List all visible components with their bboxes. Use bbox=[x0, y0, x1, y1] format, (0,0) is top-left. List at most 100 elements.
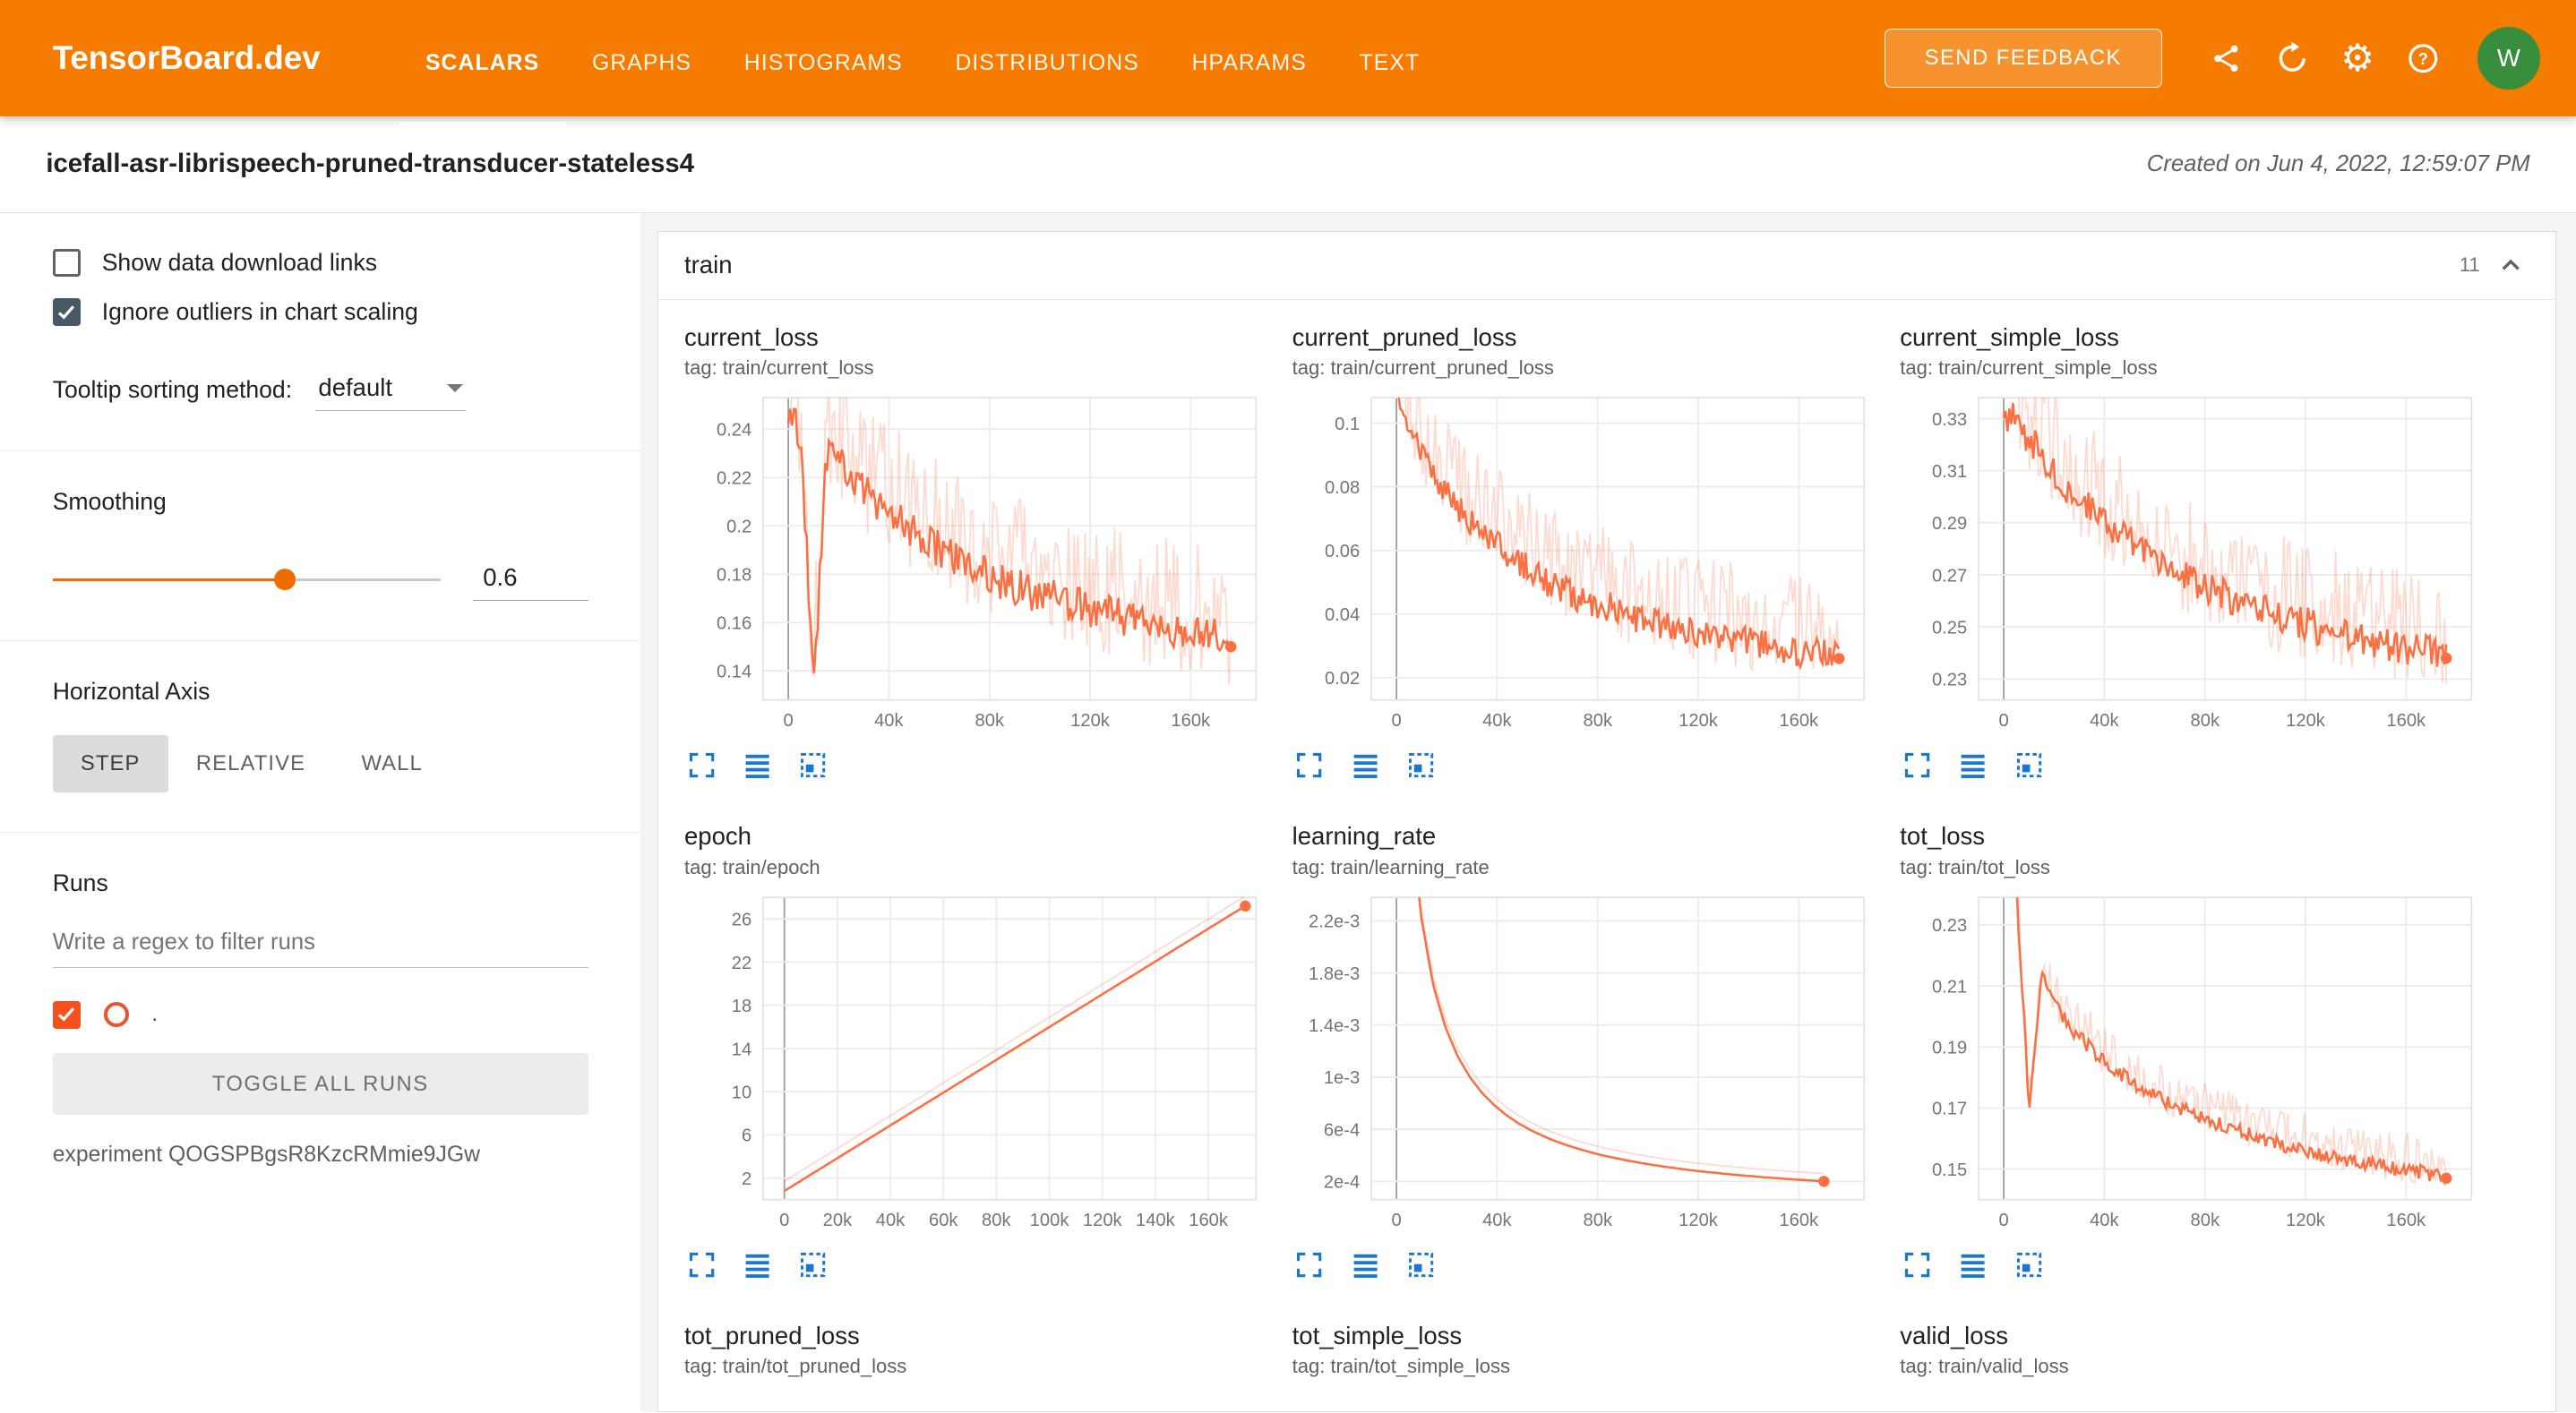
tooltip-sorting-dropdown[interactable]: default bbox=[314, 369, 467, 412]
smoothing-slider[interactable] bbox=[52, 569, 441, 591]
chart-plot[interactable]: 0 40k 80k 120k 160k 0.33 0.31 0.29 0.27 0.25 0.23 bbox=[1900, 390, 2508, 749]
smoothing-label: Smoothing bbox=[52, 487, 167, 515]
svg-text:0.24: 0.24 bbox=[717, 421, 751, 441]
svg-text:140k: 140k bbox=[1136, 1211, 1176, 1230]
checkbox-icon[interactable] bbox=[52, 297, 81, 327]
svg-text:100k: 100k bbox=[1030, 1211, 1070, 1230]
pin-chart-icon[interactable] bbox=[799, 751, 827, 779]
experiment-id: experiment QOGSPBgsR8KzcRMmie9JGw bbox=[52, 1142, 480, 1167]
svg-text:0: 0 bbox=[783, 711, 793, 731]
ignore-outliers-checkbox[interactable]: Ignore outliers in chart scaling bbox=[52, 297, 588, 327]
pin-chart-icon[interactable] bbox=[2015, 1251, 2043, 1279]
svg-text:40k: 40k bbox=[2090, 711, 2119, 731]
pin-chart-icon[interactable] bbox=[1407, 1251, 1435, 1279]
train-card-header[interactable]: train 11 bbox=[657, 232, 2556, 300]
svg-text:160k: 160k bbox=[2387, 711, 2427, 731]
chart-plot[interactable]: 0 20k 40k 60k 80k 100k 120k 140k 160k 26 22 18 14 10 6… bbox=[684, 889, 1292, 1248]
axis-wall-button[interactable]: WALL bbox=[333, 735, 451, 793]
fit-domain-icon[interactable] bbox=[743, 1251, 771, 1279]
svg-text:0.06: 0.06 bbox=[1325, 542, 1360, 561]
expand-chart-icon[interactable] bbox=[1295, 751, 1323, 779]
svg-text:0.17: 0.17 bbox=[1932, 1099, 1967, 1118]
run-checkbox[interactable] bbox=[52, 1000, 81, 1029]
runs-label: Runs bbox=[52, 869, 108, 896]
svg-text:80k: 80k bbox=[1583, 1211, 1612, 1230]
svg-text:2e-4: 2e-4 bbox=[1323, 1172, 1359, 1192]
share-icon[interactable] bbox=[2202, 34, 2251, 83]
tab-text[interactable]: TEXT bbox=[1359, 50, 1421, 75]
tab-graphs[interactable]: GRAPHS bbox=[591, 50, 692, 75]
show-download-links-checkbox[interactable]: Show data download links bbox=[52, 248, 588, 278]
run-row: . bbox=[52, 1000, 588, 1029]
expand-chart-icon[interactable] bbox=[1903, 1251, 1931, 1279]
smoothing-slider-thumb[interactable] bbox=[274, 569, 296, 591]
fit-domain-icon[interactable] bbox=[1352, 751, 1379, 779]
smoothing-value-field[interactable]: 0.6 bbox=[473, 559, 588, 602]
svg-text:160k: 160k bbox=[1171, 711, 1211, 731]
expand-chart-icon[interactable] bbox=[688, 751, 716, 779]
general-settings-section: Show data download links Ignore outliers… bbox=[0, 213, 640, 451]
axis-relative-button[interactable]: RELATIVE bbox=[168, 735, 334, 793]
svg-text:120k: 120k bbox=[1083, 1211, 1123, 1230]
pin-chart-icon[interactable] bbox=[1407, 751, 1435, 779]
svg-text:0.08: 0.08 bbox=[1325, 478, 1360, 498]
chart-plot[interactable]: 0 40k 80k 120k 160k 0.24 0.22 0.2 0.18 0.16 0.14 bbox=[684, 390, 1292, 749]
svg-text:160k: 160k bbox=[1189, 1211, 1229, 1230]
run-color-swatch-icon[interactable] bbox=[103, 1002, 129, 1028]
chart-title: current_simple_loss bbox=[1900, 322, 2119, 351]
chart-plot[interactable]: 0 40k 80k 120k 160k 0.1 0.08 0.06 0.04 0.02 bbox=[1292, 390, 1901, 749]
fit-domain-icon[interactable] bbox=[1959, 751, 1987, 779]
tooltip-sorting-row: Tooltip sorting method: default bbox=[53, 369, 588, 412]
svg-text:2.2e-3: 2.2e-3 bbox=[1309, 912, 1360, 931]
expand-chart-icon[interactable] bbox=[1903, 751, 1931, 779]
pin-chart-icon[interactable] bbox=[2015, 751, 2043, 779]
svg-text:0: 0 bbox=[1391, 1211, 1401, 1230]
collapse-section-icon[interactable] bbox=[2493, 247, 2529, 283]
axis-step-button[interactable]: STEP bbox=[52, 734, 168, 793]
chart-count-badge: 11 bbox=[2459, 253, 2480, 277]
chart-title: tot_simple_loss bbox=[1292, 1321, 1463, 1349]
chart-plot[interactable]: 0 40k 80k 120k 160k 0.23 0.21 0.19 0.17 0.15 bbox=[1900, 889, 2508, 1248]
tooltip-sorting-label: Tooltip sorting method: bbox=[52, 376, 293, 404]
chart-actions bbox=[688, 751, 1292, 779]
expand-chart-icon[interactable] bbox=[1295, 1251, 1323, 1279]
topbar-actions: SEND FEEDBACK ⚙ ? W bbox=[1884, 27, 2540, 90]
tab-scalars[interactable]: SCALARS bbox=[399, 0, 566, 126]
tab-distributions[interactable]: DISTRIBUTIONS bbox=[955, 50, 1139, 75]
chart-plot[interactable]: 0 40k 80k 120k 160k 2.2e-3 1.8e-3 1.4e-3 1e-3 6e-… bbox=[1292, 889, 1901, 1248]
fit-domain-icon[interactable] bbox=[1352, 1251, 1379, 1279]
scalar-chart-card: tot_loss tag: train/tot_loss 0 40k 80k 120k… bbox=[1900, 822, 2508, 1279]
horizontal-axis-section: Horizontal Axis STEP RELATIVE WALL bbox=[0, 640, 641, 832]
chart-tag: tag: train/current_pruned_loss bbox=[1292, 356, 1554, 380]
expand-chart-icon[interactable] bbox=[688, 1251, 716, 1279]
svg-text:0.14: 0.14 bbox=[717, 663, 751, 682]
nav-tabs: SCALARS GRAPHS HISTOGRAMS DISTRIBUTIONS … bbox=[399, 0, 1447, 126]
charts-grid: current_loss tag: train/current_loss 0 40… bbox=[658, 300, 2555, 1378]
svg-text:80k: 80k bbox=[1583, 711, 1612, 731]
settings-icon[interactable]: ⚙ bbox=[2340, 36, 2375, 80]
pin-chart-icon[interactable] bbox=[799, 1251, 827, 1279]
chart-tag: tag: train/learning_rate bbox=[1292, 855, 1490, 878]
scalar-chart-card: epoch tag: train/epoch 0 20k 40k 60k 80k 100k… bbox=[684, 822, 1292, 1279]
fit-domain-icon[interactable] bbox=[1959, 1251, 1987, 1279]
svg-text:120k: 120k bbox=[1070, 711, 1111, 731]
svg-text:120k: 120k bbox=[1679, 1211, 1719, 1230]
checkbox-icon[interactable] bbox=[52, 248, 81, 278]
tab-hparams[interactable]: HPARAMS bbox=[1191, 50, 1307, 75]
tab-histograms[interactable]: HISTOGRAMS bbox=[743, 50, 903, 75]
fit-domain-icon[interactable] bbox=[743, 751, 771, 779]
avatar[interactable]: W bbox=[2477, 27, 2540, 90]
experiment-header: icefall-asr-librispeech-pruned-transduce… bbox=[0, 116, 2576, 213]
chart-tag: tag: train/valid_loss bbox=[1900, 1355, 2069, 1378]
smoothing-section: Smoothing 0.6 bbox=[0, 450, 641, 640]
help-icon[interactable]: ? bbox=[2399, 34, 2448, 83]
refresh-icon[interactable] bbox=[2267, 34, 2316, 83]
toggle-all-runs-button[interactable]: TOGGLE ALL RUNS bbox=[52, 1053, 588, 1115]
send-feedback-button[interactable]: SEND FEEDBACK bbox=[1884, 28, 2162, 89]
chart-title: current_pruned_loss bbox=[1292, 322, 1517, 351]
runs-filter-input[interactable] bbox=[52, 916, 588, 969]
svg-text:40k: 40k bbox=[2090, 1211, 2119, 1230]
svg-text:0.1: 0.1 bbox=[1335, 415, 1360, 434]
svg-text:40k: 40k bbox=[1482, 1211, 1512, 1230]
